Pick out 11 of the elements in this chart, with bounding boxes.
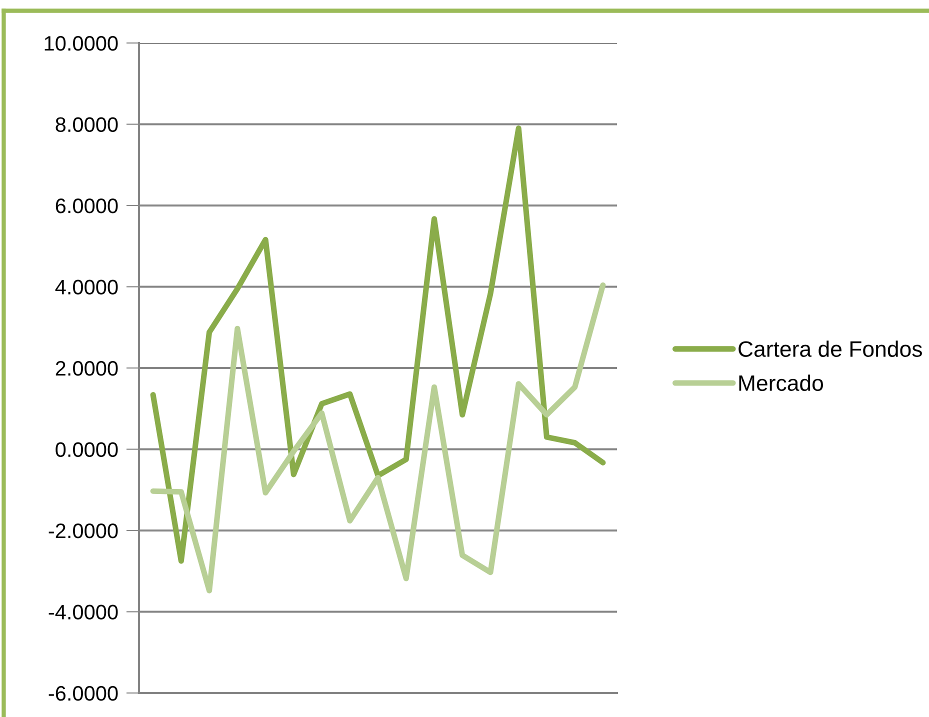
y-tick-label: 6.0000 <box>56 198 118 214</box>
y-tick-label: -4.0000 <box>48 604 118 620</box>
y-tick-label: -2.0000 <box>48 524 118 538</box>
y-tick-label: 2.0000 <box>56 361 118 376</box>
legend-label: Cartera de Fondos <box>738 340 922 357</box>
y-tick-label: -6.0000 <box>48 686 118 701</box>
y-tick-label: 0.0000 <box>56 442 118 458</box>
y-tick-label: 8.0000 <box>56 117 118 132</box>
y-tick-label: 4.0000 <box>55 280 118 295</box>
legend-label: Mercado <box>739 374 823 391</box>
y-tick-label: 10.0000 <box>44 36 118 51</box>
